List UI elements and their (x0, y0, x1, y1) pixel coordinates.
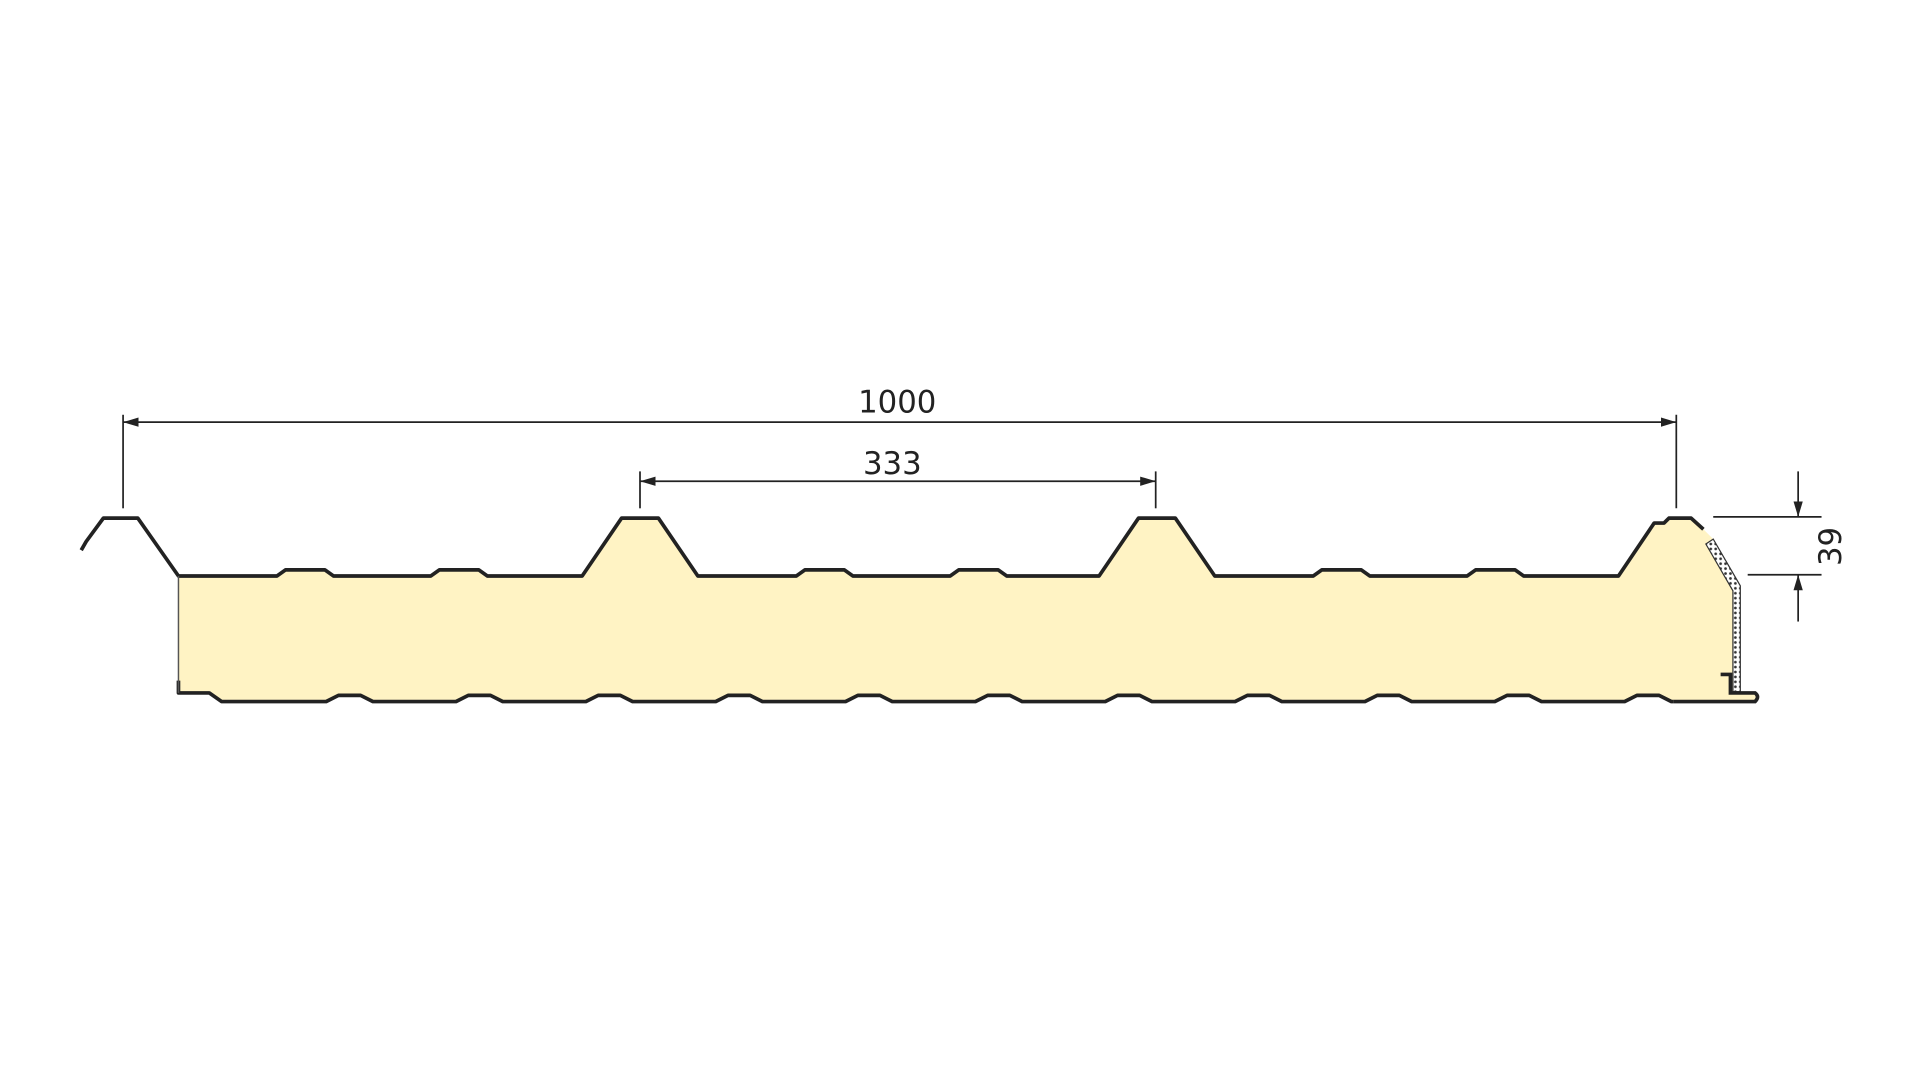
dimension-rib-height: 39 (1713, 471, 1849, 622)
bottom-liner-sheet (176, 680, 1674, 704)
dimension-total-width: 1000 (122, 384, 1678, 509)
dimension-label-39: 39 (1813, 527, 1849, 566)
side-lap-flange (1673, 672, 1760, 704)
insulation-core (178, 518, 1758, 702)
dimension-label-1000: 1000 (858, 384, 936, 420)
dimension-rib-spacing: 333 (639, 446, 1157, 509)
top-profiled-sheet (79, 516, 1705, 578)
dimension-label-333: 333 (863, 446, 922, 482)
